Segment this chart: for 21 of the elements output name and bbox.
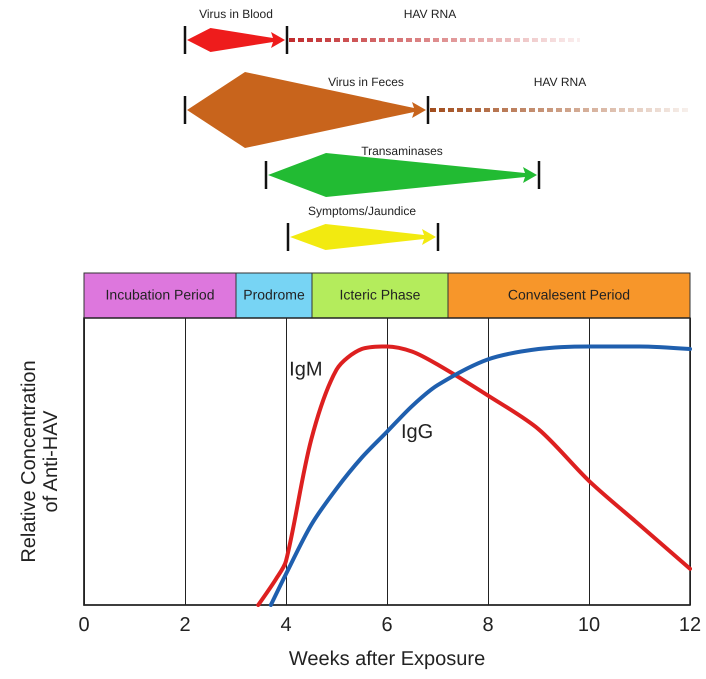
x-tick-label: 0	[78, 614, 90, 636]
x-tick-label: 10	[578, 614, 600, 636]
x-tick-label: 4	[280, 614, 292, 636]
series-label: IgG	[401, 420, 434, 443]
series-label: IgM	[289, 358, 322, 381]
x-tick-label: 2	[179, 614, 191, 636]
text: Prodrome	[243, 286, 305, 303]
x-tick-label: 6	[381, 614, 393, 636]
text: Incubation Period	[106, 286, 214, 303]
text: Symptoms/Jaundice	[308, 204, 416, 218]
text: Transaminases	[361, 144, 443, 158]
text: HAV RNA	[534, 75, 586, 90]
y-axis-title: Relative Concentration of Anti-HAV	[18, 360, 62, 563]
text: Convalesent Period	[508, 286, 630, 303]
x-axis-title: Weeks after Exposure	[288, 648, 486, 670]
text: HAV RNA	[404, 7, 456, 22]
x-tick-label: 12	[678, 614, 702, 636]
text: Icteric Phase	[340, 286, 421, 303]
text: Virus in Feces	[328, 75, 404, 90]
text: Virus in Blood	[199, 7, 273, 22]
x-tick-label: 8	[482, 614, 494, 636]
